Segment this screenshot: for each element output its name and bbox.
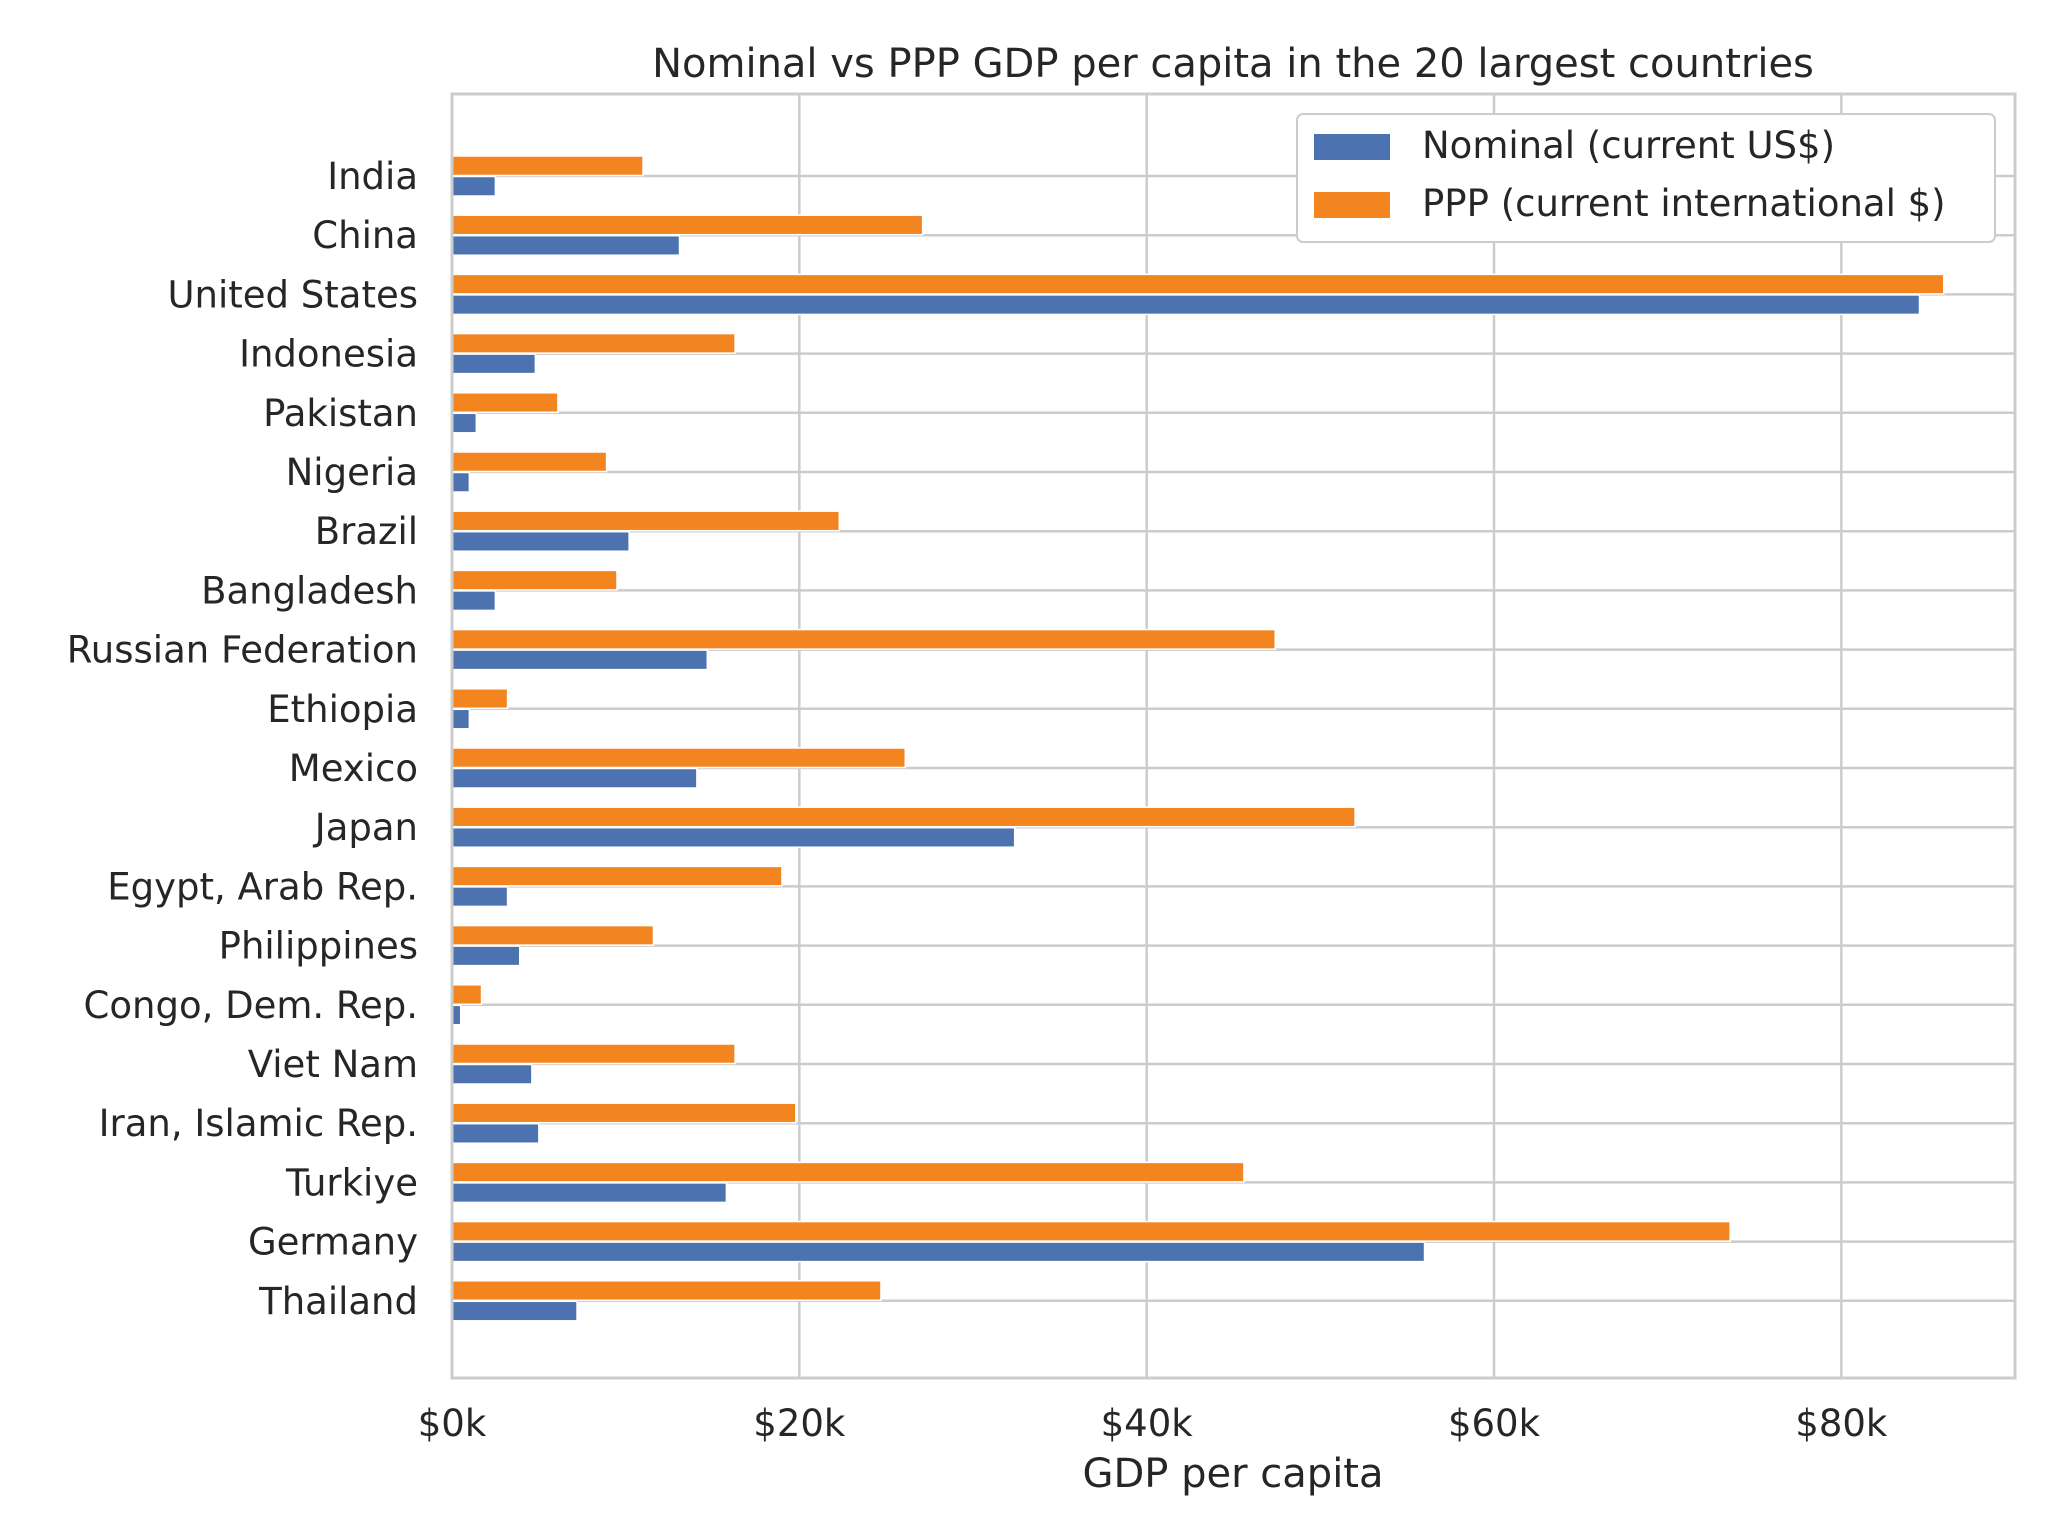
bar-nominal-egypt-arab-rep (451, 886, 509, 908)
y-tick-label-philippines: Philippines (219, 925, 418, 968)
x-tick-label: $80k (1795, 1402, 1888, 1445)
bar-nominal-japan (451, 826, 1016, 848)
legend-label-nominal: Nominal (current US$) (1422, 124, 1835, 167)
y-tick-label-egypt-arab-rep: Egypt, Arab Rep. (107, 865, 418, 908)
bar-ppp-nigeria (451, 451, 608, 473)
bar-nominal-indonesia (451, 353, 537, 375)
y-tick-label-ethiopia: Ethiopia (267, 688, 418, 731)
bar-ppp-china (451, 214, 924, 236)
y-tick-label-bangladesh: Bangladesh (201, 569, 418, 612)
bar-nominal-turkiye (451, 1182, 728, 1204)
bar-ppp-germany (451, 1220, 1731, 1242)
chart-title: Nominal vs PPP GDP per capita in the 20 … (652, 41, 1814, 87)
bar-nominal-germany (451, 1241, 1426, 1263)
y-tick-label-japan: Japan (313, 806, 418, 849)
x-tick-label: $60k (1448, 1402, 1541, 1445)
bar-nominal-brazil (451, 530, 630, 552)
y-tick-label-indonesia: Indonesia (239, 333, 418, 376)
y-tick-label-thailand: Thailand (258, 1280, 418, 1323)
x-tick-label: $40k (1101, 1402, 1194, 1445)
bar-ppp-pakistan (451, 392, 559, 414)
y-tick-label-pakistan: Pakistan (263, 392, 418, 435)
bar-nominal-united-states (451, 294, 1921, 316)
bar-nominal-china (451, 234, 681, 256)
bars (451, 155, 1945, 1322)
y-tick-label-united-states: United States (167, 273, 418, 316)
legend-swatch-nominal (1314, 134, 1390, 160)
x-tick-label: $0k (418, 1402, 487, 1445)
legend-frame (1296, 113, 1996, 243)
bar-nominal-india (451, 175, 497, 197)
y-tick-label-germany: Germany (248, 1221, 418, 1264)
bar-ppp-russian-federation (451, 628, 1276, 650)
bar-nominal-thailand (451, 1300, 578, 1322)
y-tick-label-congo-dem-rep: Congo, Dem. Rep. (84, 984, 418, 1027)
bar-nominal-iran-islamic-rep (451, 1122, 540, 1144)
bar-ppp-india (451, 155, 644, 177)
x-tick-labels: $0k $20k $40k $60k $80k (418, 1402, 1888, 1445)
y-tick-label-nigeria: Nigeria (286, 451, 418, 494)
legend: Nominal (current US$) PPP (current inter… (1296, 113, 1996, 243)
bar-nominal-pakistan (451, 412, 478, 434)
x-tick-label: $20k (753, 1402, 846, 1445)
bar-ppp-mexico (451, 747, 907, 769)
y-tick-label-brazil: Brazil (315, 510, 418, 553)
y-tick-label-india: India (327, 155, 418, 198)
y-tick-label-viet-nam: Viet Nam (248, 1043, 418, 1086)
bar-nominal-ethiopia (451, 708, 471, 730)
bar-ppp-congo-dem-rep (451, 984, 483, 1006)
bar-ppp-egypt-arab-rep (451, 865, 783, 887)
bar-nominal-nigeria (451, 471, 471, 493)
plot-area-frame (450, 92, 2017, 1380)
bar-ppp-viet-nam (451, 1043, 736, 1065)
bar-nominal-bangladesh (451, 590, 497, 612)
bar-ppp-ethiopia (451, 688, 509, 710)
bar-nominal-viet-nam (451, 1063, 533, 1085)
y-tick-label-turkiye: Turkiye (285, 1161, 418, 1204)
bar-ppp-japan (451, 806, 1356, 828)
y-tick-label-iran-islamic-rep: Iran, Islamic Rep. (99, 1102, 418, 1145)
x-axis-label: GDP per capita (1083, 1451, 1384, 1497)
bar-ppp-united-states (451, 273, 1945, 295)
bar-ppp-thailand (451, 1280, 882, 1302)
legend-label-ppp: PPP (current international $) (1422, 182, 1946, 225)
bar-ppp-bangladesh (451, 569, 618, 591)
bar-ppp-brazil (451, 510, 841, 532)
y-tick-label-russian-federation: Russian Federation (67, 629, 418, 672)
bar-ppp-philippines (451, 924, 655, 946)
legend-swatch-ppp (1314, 192, 1390, 218)
y-tick-label-mexico: Mexico (289, 747, 418, 790)
bar-ppp-indonesia (451, 332, 736, 354)
bar-nominal-russian-federation (451, 649, 709, 671)
bar-nominal-mexico (451, 767, 698, 789)
y-tick-label-china: China (312, 214, 418, 257)
y-tick-labels: India China United States Indonesia Pakistan… (67, 155, 418, 1323)
bar-ppp-turkiye (451, 1161, 1245, 1183)
bar-ppp-iran-islamic-rep (451, 1102, 797, 1124)
bar-nominal-philippines (451, 945, 521, 967)
